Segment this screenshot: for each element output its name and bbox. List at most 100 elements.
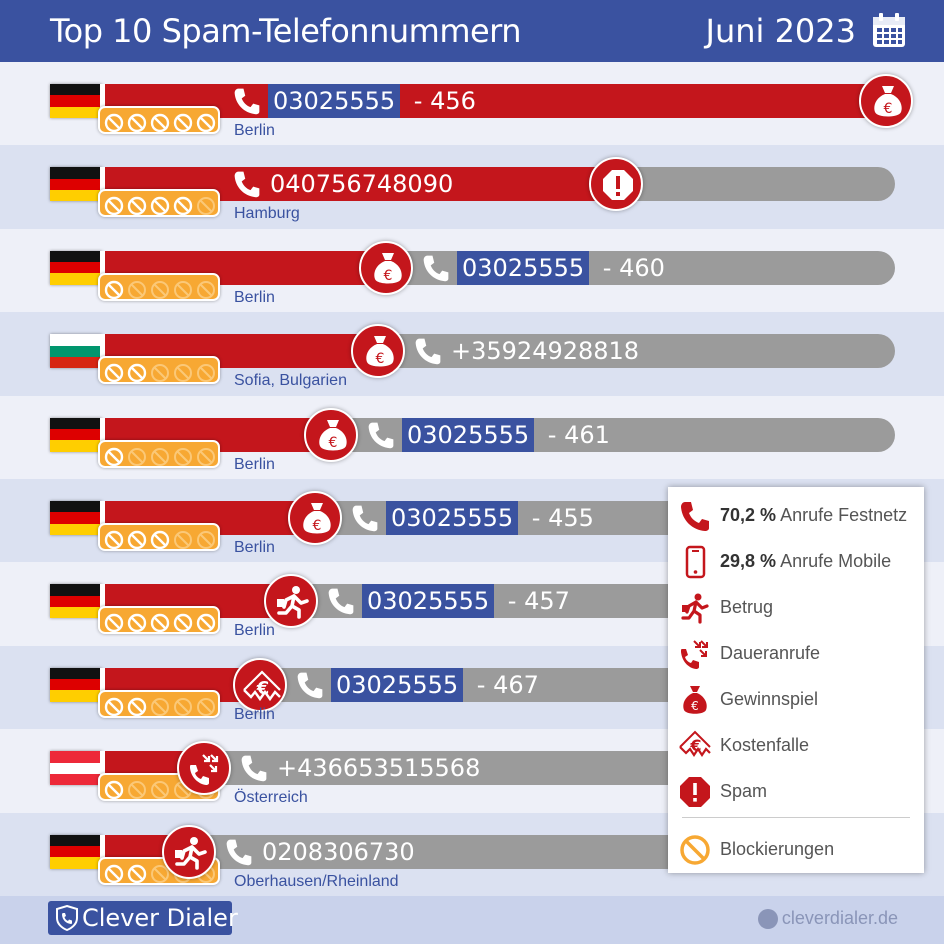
blockierungen-badge	[98, 523, 220, 551]
city-label: Österreich	[234, 789, 308, 807]
phone-icon	[232, 86, 262, 116]
legend-divider	[682, 817, 910, 818]
flag-separator	[100, 334, 105, 369]
phone-icon	[232, 169, 262, 199]
flag-at	[50, 751, 102, 786]
city-label: Berlin	[234, 455, 275, 473]
phone-number-text: +436653515568	[277, 754, 481, 783]
flag-separator	[100, 167, 105, 202]
phone-number-prefix: 03025555	[402, 417, 535, 452]
flag-separator	[100, 751, 105, 786]
legend-kostenfalle-label: Kostenfalle	[720, 735, 810, 755]
repeat-call-icon	[681, 640, 708, 669]
calendar-icon	[873, 13, 905, 47]
legend-kostenfalle: € Kostenfalle	[678, 727, 918, 763]
flag-de	[50, 667, 102, 702]
legend-daueranrufe: Daueranrufe	[678, 635, 918, 671]
phone-number[interactable]: 0208306730	[260, 835, 415, 869]
block-icon	[680, 835, 710, 865]
phone-number[interactable]: 03025555 - 461	[402, 417, 610, 452]
category-icon-gewinnspiel: €	[288, 491, 342, 545]
table-row: € +35924928818 Sofia, Bulgarien	[0, 312, 944, 396]
phone-number[interactable]: 040756748090	[268, 167, 453, 201]
table-row: €03025555 - 456 Berlin	[0, 62, 944, 146]
phone-icon	[295, 670, 325, 700]
flag-de	[50, 250, 102, 285]
city-label: Berlin	[234, 539, 275, 556]
flag-bg	[50, 334, 102, 369]
phone-number-suffix: - 460	[595, 253, 665, 282]
flag-separator	[100, 584, 105, 619]
phone-number[interactable]: 03025555 - 460	[457, 250, 665, 285]
phone-number[interactable]: 03025555 - 457	[362, 584, 570, 619]
phone-number-suffix: - 457	[500, 587, 570, 616]
phone-number[interactable]: 03025555 - 455	[386, 501, 594, 535]
phone-icon	[224, 837, 254, 867]
date-label: Juni 2023	[705, 12, 857, 50]
flag-de	[50, 834, 102, 869]
legend-festnetz: 70,2 % Anrufe Festnetz	[678, 497, 918, 533]
shield-phone-icon	[56, 905, 78, 931]
brand-name: Clever Dialer	[82, 904, 238, 932]
blockierungen-badge	[98, 272, 220, 301]
legend-gewinnspiel: € Gewinnspiel	[678, 681, 918, 717]
flag-separator	[100, 250, 105, 285]
legend-betrug-label: Betrug	[720, 597, 774, 617]
city-label: Berlin	[234, 622, 275, 640]
phone-number-text: 040756748090	[270, 170, 454, 199]
svg-text:€: €	[689, 736, 701, 755]
phone-icon	[366, 420, 396, 450]
phone-number[interactable]: +35924928818	[449, 334, 639, 368]
legend-mobile: 29,8 % Anrufe Mobile	[678, 543, 918, 579]
flag-separator	[100, 667, 105, 702]
city-label: Berlin	[234, 288, 275, 306]
bar-fill	[102, 84, 895, 118]
site-link[interactable]: cleverdialer.de	[781, 908, 898, 928]
city-label: Oberhausen/Rheinland	[234, 872, 399, 890]
legend-blockierungen-label: Blockierungen	[720, 839, 835, 859]
phone-number[interactable]: 03025555 - 456	[268, 84, 476, 118]
blockierungen-badge	[98, 606, 220, 635]
phone-number-prefix: 03025555	[457, 250, 590, 285]
phone-icon	[413, 336, 443, 366]
flag-de	[50, 167, 102, 202]
category-icon-daueranrufe	[177, 741, 231, 796]
city-label: Berlin	[234, 122, 275, 139]
table-row: 040756748090 Hamburg	[0, 145, 944, 229]
header-bar: Top 10 Spam-Telefonnummern Juni 2023	[0, 0, 944, 62]
legend-festnetz-value: 70,2 %	[720, 505, 777, 525]
phone-number[interactable]: 03025555 - 467	[331, 667, 539, 702]
money-bag-icon: €	[683, 686, 707, 714]
phone-number-prefix: 03025555	[268, 84, 401, 118]
clever-dialer-logo[interactable]: Clever Dialer	[48, 901, 238, 935]
flag-de	[50, 501, 102, 535]
city-label: Berlin	[234, 705, 275, 723]
svg-text:€: €	[313, 518, 322, 534]
legend-spam: Spam	[678, 773, 918, 809]
globe-icon	[758, 909, 778, 929]
legend-blockierungen: Blockierungen	[678, 831, 918, 867]
category-icon-gewinnspiel: €	[359, 240, 413, 295]
blockierungen-badge	[98, 356, 220, 385]
phone-number-prefix: 03025555	[386, 501, 519, 535]
phone-number-suffix: - 467	[469, 670, 539, 699]
svg-text:€: €	[256, 678, 270, 699]
category-icon-gewinnspiel: €	[859, 74, 913, 128]
phone-number-suffix: - 456	[406, 87, 476, 115]
flag-separator	[100, 501, 105, 535]
page-title: Top 10 Spam-Telefonnummern	[50, 12, 522, 50]
flag-de	[50, 417, 102, 452]
cost-trap-icon: €	[679, 730, 711, 757]
phone-number-text: 0208306730	[262, 837, 415, 866]
phone-number[interactable]: +436653515568	[275, 751, 480, 785]
svg-text:€: €	[376, 351, 385, 367]
svg-text:€: €	[691, 699, 699, 713]
category-icon-betrug	[264, 574, 318, 629]
phone-number-suffix: - 455	[524, 504, 594, 532]
phone-number-suffix: - 461	[540, 420, 610, 449]
phone-icon	[326, 586, 356, 616]
mobile-phone-icon	[685, 545, 706, 579]
legend-mobile-value: 29,8 %	[720, 551, 777, 571]
phone-icon	[239, 753, 269, 783]
legend-daueranrufe-label: Daueranrufe	[720, 643, 821, 663]
